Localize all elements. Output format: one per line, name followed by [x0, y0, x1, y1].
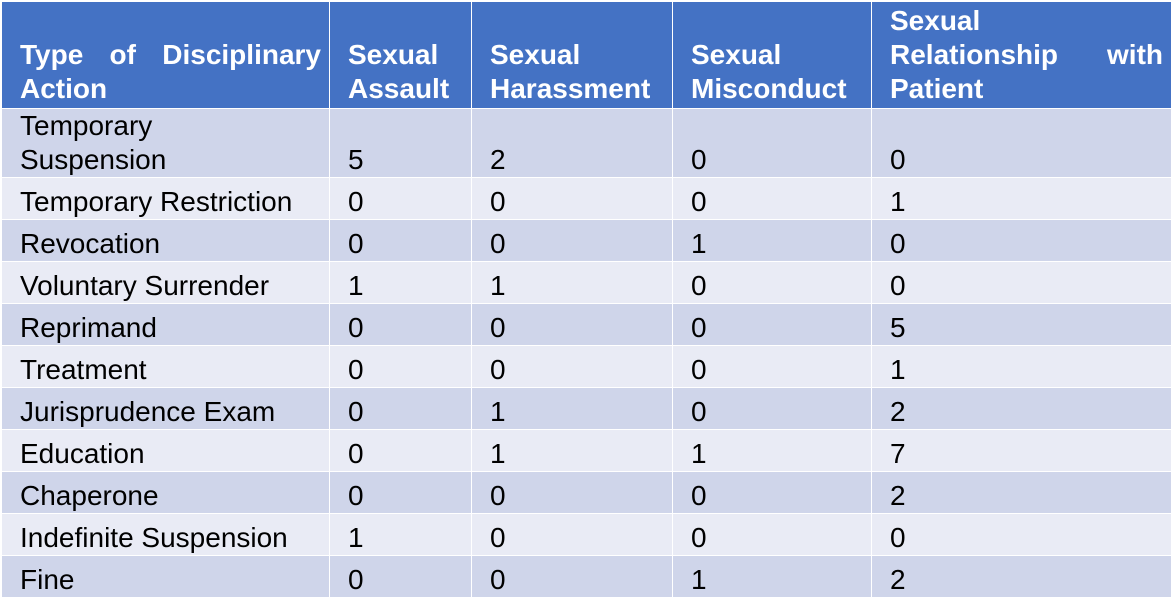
cell-sexual-assault: 0: [329, 303, 472, 346]
table-header: Type of Disciplinary Action Sexual Assau…: [1, 1, 1172, 109]
table-row: Fine 0 0 1 2: [1, 555, 1172, 598]
table-row: Revocation 0 0 1 0: [1, 219, 1172, 262]
header-line: Sexual: [348, 39, 439, 70]
header-sexual-assault: Sexual Assault: [329, 1, 472, 109]
cell-sexual-harassment: 0: [471, 219, 673, 262]
cell-action: Voluntary Surrender: [1, 261, 330, 304]
header-line: Sexual: [691, 39, 782, 70]
cell-sexual-harassment: 1: [471, 429, 673, 472]
cell-sexual-relationship: 0: [871, 261, 1172, 304]
table-row: Indefinite Suspension 1 0 0 0: [1, 513, 1172, 556]
cell-sexual-relationship: 5: [871, 303, 1172, 346]
table-row: Temporary Suspension 5 2 0 0: [1, 108, 1172, 178]
cell-action: Fine: [1, 555, 330, 598]
header-line: Assault: [348, 73, 450, 104]
table-body: Temporary Suspension 5 2 0 0 Temporary R…: [1, 108, 1172, 598]
cell-sexual-assault: 0: [329, 429, 472, 472]
header-line: Misconduct: [691, 73, 847, 104]
header-sexual-relationship-with-patient: Sexual Relationship with Patient: [871, 1, 1172, 109]
header-line: Patient: [890, 73, 984, 104]
table-row: Voluntary Surrender 1 1 0 0: [1, 261, 1172, 304]
cell-sexual-misconduct: 0: [672, 387, 872, 430]
table-row: Reprimand 0 0 0 5: [1, 303, 1172, 346]
cell-sexual-misconduct: 0: [672, 471, 872, 514]
cell-sexual-misconduct: 0: [672, 303, 872, 346]
cell-action: Chaperone: [1, 471, 330, 514]
header-line: Relationship with: [890, 39, 1163, 70]
cell-sexual-harassment: 0: [471, 471, 673, 514]
cell-sexual-relationship: 0: [871, 219, 1172, 262]
table-row: Temporary Restriction 0 0 0 1: [1, 177, 1172, 220]
disciplinary-actions-table: Type of Disciplinary Action Sexual Assau…: [1, 1, 1172, 598]
cell-action: Education: [1, 429, 330, 472]
cell-sexual-assault: 0: [329, 177, 472, 220]
cell-sexual-relationship: 0: [871, 108, 1172, 178]
header-line: Harassment: [490, 73, 651, 104]
cell-sexual-relationship: 2: [871, 387, 1172, 430]
table-row: Treatment 0 0 0 1: [1, 345, 1172, 388]
action-line: Temporary: [20, 110, 153, 141]
cell-sexual-assault: 0: [329, 471, 472, 514]
cell-action: Reprimand: [1, 303, 330, 346]
cell-sexual-relationship: 2: [871, 555, 1172, 598]
cell-sexual-relationship: 1: [871, 177, 1172, 220]
cell-sexual-harassment: 0: [471, 345, 673, 388]
cell-sexual-misconduct: 1: [672, 429, 872, 472]
cell-sexual-misconduct: 1: [672, 555, 872, 598]
cell-action: Revocation: [1, 219, 330, 262]
header-line: Sexual: [490, 39, 581, 70]
cell-sexual-assault: 1: [329, 261, 472, 304]
cell-sexual-assault: 0: [329, 555, 472, 598]
cell-action: Treatment: [1, 345, 330, 388]
cell-sexual-assault: 0: [329, 345, 472, 388]
cell-sexual-harassment: 1: [471, 387, 673, 430]
cell-sexual-misconduct: 1: [672, 219, 872, 262]
cell-sexual-harassment: 0: [471, 177, 673, 220]
cell-sexual-misconduct: 0: [672, 177, 872, 220]
table-row: Jurisprudence Exam 0 1 0 2: [1, 387, 1172, 430]
action-line: Suspension: [20, 144, 167, 175]
cell-sexual-harassment: 1: [471, 261, 673, 304]
cell-action: Indefinite Suspension: [1, 513, 330, 556]
header-line: Sexual: [890, 5, 981, 36]
cell-sexual-harassment: 0: [471, 513, 673, 556]
header-line: Action: [20, 73, 108, 104]
cell-sexual-misconduct: 0: [672, 108, 872, 178]
cell-sexual-assault: 0: [329, 219, 472, 262]
cell-sexual-assault: 0: [329, 387, 472, 430]
cell-sexual-misconduct: 0: [672, 513, 872, 556]
cell-sexual-harassment: 2: [471, 108, 673, 178]
cell-sexual-harassment: 0: [471, 555, 673, 598]
cell-sexual-misconduct: 0: [672, 345, 872, 388]
cell-action: Temporary Restriction: [1, 177, 330, 220]
cell-sexual-relationship: 2: [871, 471, 1172, 514]
header-line: Type of Disciplinary: [20, 39, 321, 70]
header-type-of-disciplinary-action: Type of Disciplinary Action: [1, 1, 330, 109]
cell-sexual-assault: 1: [329, 513, 472, 556]
cell-sexual-harassment: 0: [471, 303, 673, 346]
cell-sexual-assault: 5: [329, 108, 472, 178]
cell-sexual-relationship: 1: [871, 345, 1172, 388]
cell-action: Temporary Suspension: [1, 108, 330, 178]
table-row: Education 0 1 1 7: [1, 429, 1172, 472]
cell-sexual-relationship: 0: [871, 513, 1172, 556]
header-sexual-misconduct: Sexual Misconduct: [672, 1, 872, 109]
cell-sexual-misconduct: 0: [672, 261, 872, 304]
header-sexual-harassment: Sexual Harassment: [471, 1, 673, 109]
cell-sexual-relationship: 7: [871, 429, 1172, 472]
table-row: Chaperone 0 0 0 2: [1, 471, 1172, 514]
header-row: Type of Disciplinary Action Sexual Assau…: [1, 1, 1172, 109]
cell-action: Jurisprudence Exam: [1, 387, 330, 430]
